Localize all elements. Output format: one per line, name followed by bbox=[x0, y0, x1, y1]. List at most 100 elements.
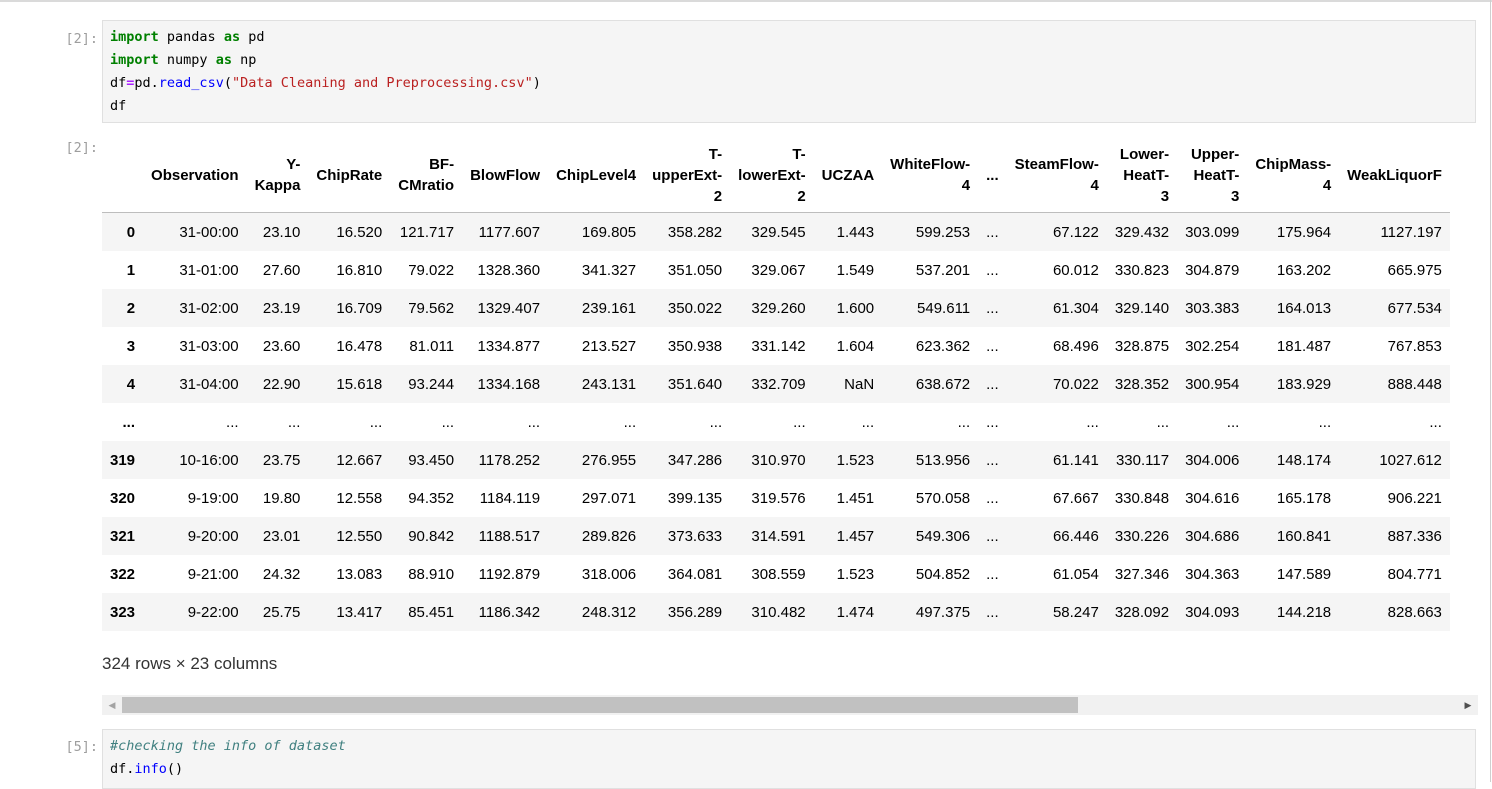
table-cell: 12.667 bbox=[336, 451, 383, 469]
table-cell: ... bbox=[986, 413, 999, 431]
row-index: 3 bbox=[126, 337, 136, 355]
table-cell: 24.32 bbox=[262, 565, 301, 583]
table-cell: 31-03:00 bbox=[179, 337, 239, 355]
column-header: Lower- HeatT- 3 bbox=[1106, 138, 1178, 213]
table-cell: 906.221 bbox=[1387, 489, 1442, 507]
code-keyword: as bbox=[215, 52, 232, 68]
table-cell: 373.633 bbox=[667, 527, 723, 545]
table-cell: 12.558 bbox=[336, 489, 383, 507]
code-cell-input[interactable]: import pandas as pd import numpy as np d… bbox=[102, 20, 1476, 123]
scroll-left-icon[interactable]: ◀ bbox=[108, 699, 116, 710]
table-cell: 31-02:00 bbox=[179, 299, 239, 317]
column-header-line: 3 bbox=[1230, 187, 1240, 205]
dataframe-output: Observation Y- Kappa ChipRate BF- CMratio Blow… bbox=[102, 138, 1478, 716]
code-text: numpy bbox=[158, 52, 216, 68]
table-cell: 350.938 bbox=[667, 337, 723, 355]
table-cell: 329.260 bbox=[751, 299, 806, 317]
right-border bbox=[1490, 0, 1491, 782]
table-cell: 804.771 bbox=[1387, 565, 1442, 583]
table-cell: 331.142 bbox=[751, 337, 806, 355]
table-cell: 23.19 bbox=[262, 299, 301, 317]
horizontal-scrollbar[interactable]: ◀ ▶ bbox=[102, 695, 1478, 715]
table-row: 323 9-22:00 25.75 13.417 85.451 1186.342 248.3… bbox=[102, 593, 1450, 631]
column-header-line: UCZAA bbox=[821, 166, 875, 184]
code-keyword: import bbox=[110, 52, 159, 68]
code-function: read_csv bbox=[158, 75, 224, 91]
table-cell: 399.135 bbox=[667, 489, 723, 507]
table-cell: 328.352 bbox=[1114, 375, 1170, 393]
table-cell: ... bbox=[226, 413, 239, 431]
table-cell: 121.717 bbox=[399, 223, 455, 241]
row-index: 2 bbox=[126, 299, 136, 317]
table-cell: 1334.168 bbox=[477, 375, 541, 393]
table-cell: 31-00:00 bbox=[179, 223, 239, 241]
table-cell: 93.244 bbox=[408, 375, 455, 393]
table-cell: 276.955 bbox=[581, 451, 637, 469]
table-cell: 22.90 bbox=[262, 375, 301, 393]
table-cell: 330.117 bbox=[1115, 451, 1170, 469]
table-cell: 303.099 bbox=[1185, 223, 1240, 241]
table-cell: 887.336 bbox=[1387, 527, 1442, 545]
column-header-line: 4 bbox=[961, 177, 971, 194]
code-text: pd. bbox=[134, 75, 159, 91]
table-cell: 599.253 bbox=[915, 223, 971, 241]
table-cell: 67.667 bbox=[1052, 489, 1099, 507]
table-cell: 1.451 bbox=[836, 489, 875, 507]
scrollbar-thumb[interactable] bbox=[122, 697, 1078, 713]
code-string: "Data Cleaning and Preprocessing.csv" bbox=[231, 75, 533, 91]
code-line: import numpy as np bbox=[110, 49, 1475, 72]
column-header: T-lowerExt- 2 bbox=[730, 138, 814, 213]
table-cell: 356.289 bbox=[667, 603, 723, 621]
row-index: 322 bbox=[110, 565, 136, 583]
code-text: pandas bbox=[158, 29, 224, 45]
column-header: SteamFlow- 4 bbox=[1006, 138, 1107, 213]
row-index: 1 bbox=[126, 261, 136, 279]
table-cell: 329.067 bbox=[751, 261, 806, 279]
table-cell: ... bbox=[986, 337, 999, 355]
table-cell: 304.363 bbox=[1185, 565, 1240, 583]
table-row: 321 9-20:00 23.01 12.550 90.842 1188.517 289.8… bbox=[102, 517, 1450, 555]
dataframe-shape: 324 rows × 23 columns bbox=[102, 654, 278, 673]
column-header-line: CMratio bbox=[398, 177, 455, 194]
dataframe-table: Observation Y- Kappa ChipRate BF- CMratio Blow… bbox=[102, 138, 1450, 631]
table-cell: ... bbox=[861, 413, 875, 431]
table-cell: 148.174 bbox=[1276, 451, 1332, 469]
column-header-line: WeakLiquorF bbox=[1347, 166, 1442, 184]
table-cell: 9-21:00 bbox=[187, 565, 239, 583]
table-cell: 303.383 bbox=[1185, 299, 1240, 317]
table-header-row: Observation Y- Kappa ChipRate BF- CMratio Blow… bbox=[102, 138, 1450, 213]
column-header-line: BlowFlow bbox=[470, 166, 541, 184]
code-cell-input[interactable]: #checking the info of dataset df.info() bbox=[102, 729, 1476, 789]
input-prompt: [2]: bbox=[65, 31, 98, 47]
table-cell: 1.443 bbox=[836, 223, 875, 241]
table-cell: ... bbox=[986, 223, 999, 241]
table-cell: 61.141 bbox=[1052, 451, 1099, 469]
row-index: 0 bbox=[126, 223, 136, 241]
scroll-right-icon[interactable]: ▶ bbox=[1464, 699, 1472, 710]
table-cell: 60.012 bbox=[1052, 261, 1099, 279]
table-cell: 94.352 bbox=[408, 489, 455, 507]
column-header-line: 4 bbox=[1322, 177, 1332, 194]
column-header-line: HeatT- bbox=[1193, 166, 1240, 184]
table-cell: 16.709 bbox=[336, 299, 383, 317]
table-cell: 1.523 bbox=[836, 451, 875, 469]
column-header: Observation bbox=[143, 138, 247, 213]
table-cell: 302.254 bbox=[1185, 337, 1240, 355]
column-header-line: 4 bbox=[1090, 177, 1099, 194]
table-cell: 314.591 bbox=[751, 527, 806, 545]
table-cell: 1.474 bbox=[836, 603, 875, 621]
table-cell: 144.218 bbox=[1276, 603, 1332, 621]
code-function: info bbox=[134, 761, 167, 777]
table-cell: 88.910 bbox=[408, 565, 455, 583]
code-text: ( bbox=[223, 75, 232, 91]
table-row: 319 10-16:00 23.75 12.667 93.450 1178.252 276.… bbox=[102, 441, 1450, 479]
table-cell: 1.457 bbox=[836, 527, 875, 545]
table-cell: 12.550 bbox=[336, 527, 383, 545]
table-cell: 15.618 bbox=[336, 375, 383, 393]
table-cell: ... bbox=[986, 603, 999, 621]
table-cell: ... bbox=[986, 299, 999, 317]
table-cell: 243.131 bbox=[581, 375, 637, 393]
code-line: df bbox=[110, 98, 127, 114]
table-cell: 351.050 bbox=[667, 261, 723, 279]
code-operator: = bbox=[126, 75, 135, 91]
